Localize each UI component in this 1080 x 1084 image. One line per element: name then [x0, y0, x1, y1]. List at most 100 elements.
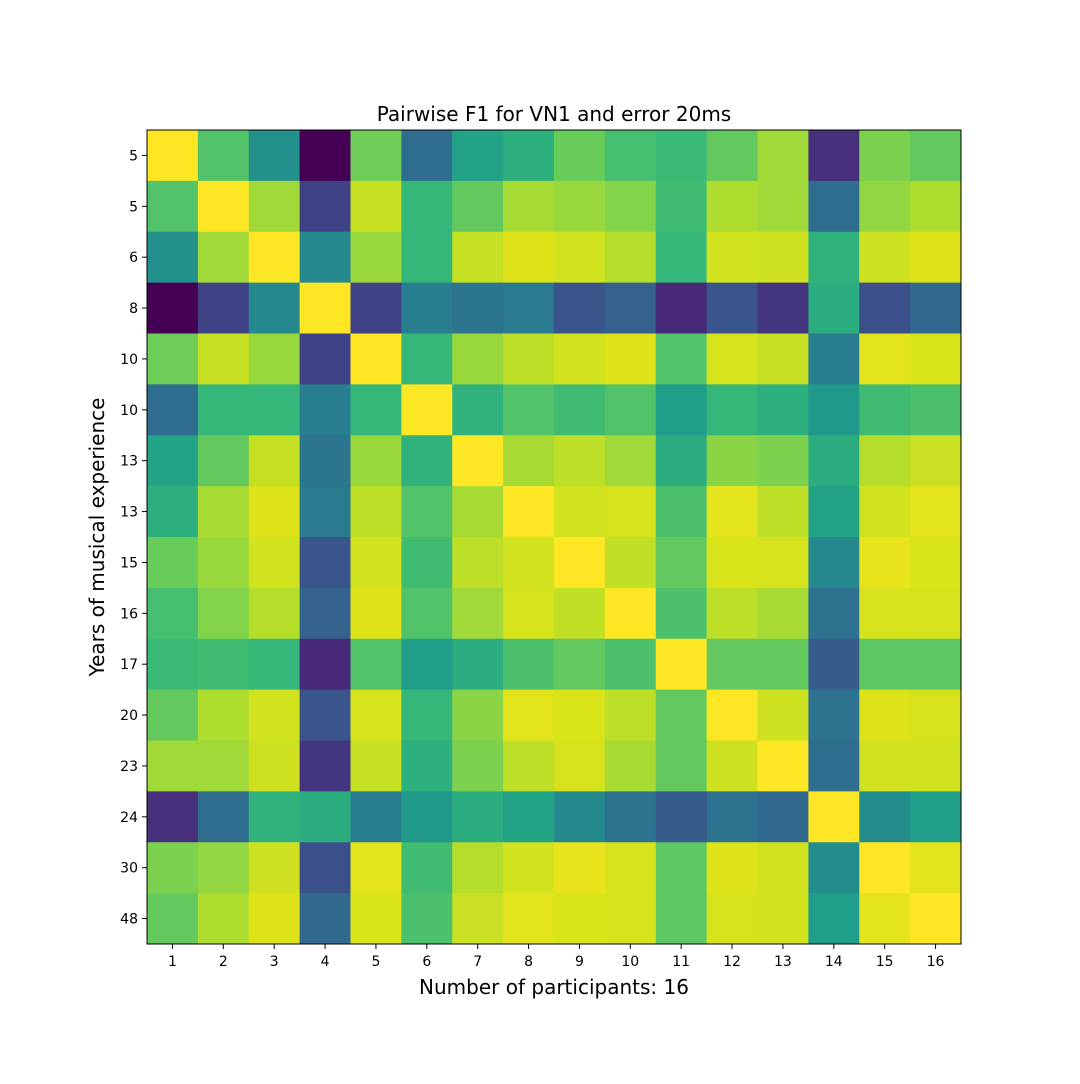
heatmap-cell [452, 333, 504, 385]
heatmap-cell [248, 435, 301, 487]
heatmap-cell [706, 791, 758, 843]
heatmap-cell [655, 333, 708, 385]
y-tick-label: 13 [120, 454, 138, 470]
heatmap-cell [706, 689, 758, 741]
heatmap-cell [604, 740, 657, 792]
x-tick-label: 9 [575, 954, 584, 970]
heatmap-cell [147, 333, 199, 385]
heatmap-cell [554, 384, 606, 436]
heatmap-cell [554, 180, 606, 233]
y-tick-label: 10 [120, 403, 138, 419]
heatmap-cell [910, 537, 962, 589]
heatmap-cell [147, 842, 199, 894]
heatmap-cell [859, 130, 911, 182]
heatmap-cell [604, 689, 657, 741]
heatmap-cell [757, 180, 809, 233]
heatmap-cell [808, 842, 860, 894]
heatmap-cell [248, 587, 301, 640]
heatmap-cell [706, 638, 758, 691]
heatmap-cell [706, 893, 758, 945]
heatmap-cell [808, 231, 860, 284]
heatmap-cell [401, 231, 453, 284]
heatmap-cell [452, 231, 504, 284]
heatmap-cell [859, 180, 911, 233]
heatmap-cell [503, 180, 555, 233]
heatmap-cell [859, 384, 911, 436]
heatmap-cell [401, 180, 453, 233]
heatmap-cell [706, 537, 758, 589]
heatmap-cell [452, 282, 504, 334]
heatmap-cell [706, 180, 758, 233]
heatmap-cell [808, 130, 860, 182]
heatmap-cell [503, 689, 555, 741]
heatmap-cell [808, 384, 860, 436]
heatmap-cells [147, 130, 962, 945]
heatmap-cell [452, 486, 504, 538]
heatmap-cell [452, 537, 504, 589]
heatmap-cell [655, 791, 708, 843]
heatmap-cell [757, 791, 809, 843]
heatmap-cell [503, 130, 555, 182]
heatmap-cell [554, 638, 606, 691]
heatmap-cell [401, 282, 453, 334]
heatmap-cell [147, 689, 199, 741]
heatmap-cell [503, 486, 555, 538]
heatmap-cell [554, 587, 606, 640]
heatmap-cell [197, 791, 250, 843]
heatmap-cell [401, 435, 453, 487]
heatmap-cell [655, 435, 708, 487]
heatmap-cell [350, 435, 402, 487]
heatmap-cell [147, 587, 199, 640]
heatmap-cell [554, 842, 606, 894]
y-tick-label: 5 [129, 148, 138, 164]
heatmap-cell [503, 791, 555, 843]
heatmap-cell [197, 587, 250, 640]
heatmap-cell [808, 638, 860, 691]
heatmap-cell [706, 130, 758, 182]
heatmap-cell [503, 384, 555, 436]
heatmap-cell [910, 689, 962, 741]
heatmap-cell [401, 486, 453, 538]
heatmap-cell [808, 486, 860, 538]
heatmap-cell [401, 333, 453, 385]
heatmap-cell [248, 689, 301, 741]
heatmap-cell [757, 486, 809, 538]
heatmap-cell [147, 231, 199, 284]
heatmap-cell [248, 231, 301, 284]
y-tick-label: 17 [120, 657, 138, 673]
x-tick-label: 8 [524, 954, 533, 970]
heatmap-cell [604, 537, 657, 589]
y-tick-label: 5 [129, 199, 138, 215]
heatmap-cell [706, 587, 758, 640]
heatmap-cell [706, 842, 758, 894]
heatmap-cell [655, 486, 708, 538]
heatmap-cell [910, 231, 962, 284]
heatmap-cell [147, 384, 199, 436]
x-tick-label: 4 [321, 954, 330, 970]
heatmap-cell [350, 180, 402, 233]
heatmap-cell [757, 130, 809, 182]
heatmap-cell [503, 282, 555, 334]
x-tick-label: 2 [219, 954, 228, 970]
x-axis-label: Number of participants: 16 [419, 975, 689, 999]
heatmap-cell [248, 740, 301, 792]
heatmap-cell [859, 282, 911, 334]
heatmap-cell [554, 893, 606, 945]
heatmap-cell [808, 180, 860, 233]
heatmap-cell [299, 486, 351, 538]
heatmap-cell [604, 282, 657, 334]
heatmap-cell [197, 537, 250, 589]
heatmap-cell [655, 282, 708, 334]
heatmap-cell [350, 842, 402, 894]
heatmap-cell [350, 689, 402, 741]
heatmap-cell [401, 130, 453, 182]
x-tick-label: 12 [723, 954, 741, 970]
heatmap-cell [859, 893, 911, 945]
heatmap-cell [859, 486, 911, 538]
heatmap-cell [604, 486, 657, 538]
heatmap-cell [910, 435, 962, 487]
heatmap-cell [248, 333, 301, 385]
heatmap-cell [859, 435, 911, 487]
heatmap-cell [655, 384, 708, 436]
heatmap-cell [350, 638, 402, 691]
